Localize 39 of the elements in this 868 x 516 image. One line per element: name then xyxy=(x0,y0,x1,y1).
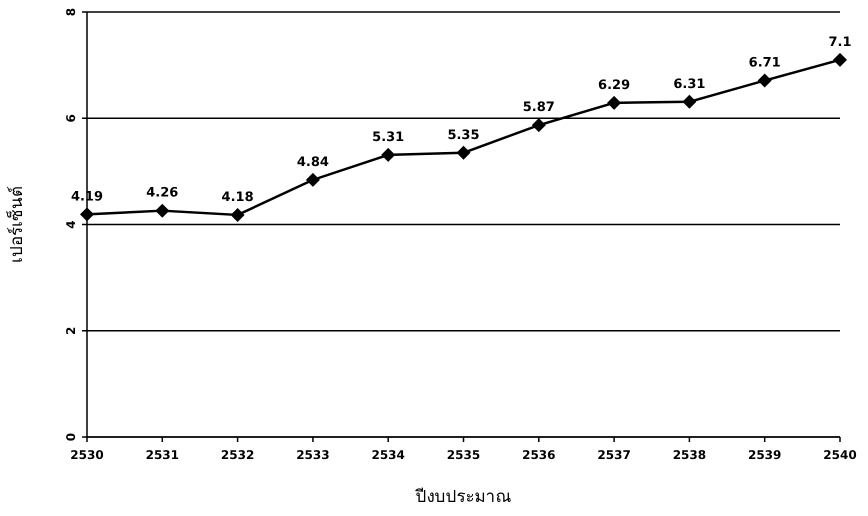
y-axis-title: เปอร์เซ็นต์ xyxy=(5,186,27,263)
data-label: 6.29 xyxy=(598,78,630,93)
y-tick-label: 6 xyxy=(64,114,78,122)
data-label: 5.31 xyxy=(372,130,404,145)
x-tick-label: 2534 xyxy=(371,448,405,462)
data-label: 5.35 xyxy=(447,128,480,143)
data-label: 6.71 xyxy=(748,56,781,71)
x-axis-title: ปีงบประมาณ xyxy=(414,487,512,507)
data-label: 4.84 xyxy=(296,154,329,170)
x-tick-label: 2531 xyxy=(146,448,180,462)
x-tick-label: 2530 xyxy=(70,448,104,462)
x-tick-label: 2539 xyxy=(748,448,782,462)
data-label: 7.1 xyxy=(828,34,852,50)
point xyxy=(833,52,847,67)
point xyxy=(682,94,696,109)
y-tick-label: 0 xyxy=(64,432,78,442)
point xyxy=(758,74,772,88)
data-label: 4.26 xyxy=(146,186,178,201)
x-tick-label: 2535 xyxy=(446,448,480,462)
data-label: 4.18 xyxy=(222,190,254,205)
point xyxy=(532,118,546,132)
point xyxy=(80,207,94,222)
point xyxy=(456,146,470,160)
point xyxy=(306,172,320,187)
x-tick-label: 2540 xyxy=(823,448,857,462)
y-tick-label: 8 xyxy=(64,8,78,16)
data-label: 6.31 xyxy=(673,76,706,92)
point xyxy=(381,148,396,162)
x-tick-label: 2532 xyxy=(220,448,254,462)
x-tick-label: 2537 xyxy=(597,448,631,462)
point xyxy=(155,204,170,218)
x-tick-label: 2538 xyxy=(672,448,706,462)
point xyxy=(607,96,622,110)
y-tick-label: 2 xyxy=(64,326,78,335)
data-label: 5.87 xyxy=(522,100,555,116)
point xyxy=(230,208,245,222)
y-tick-label: 4 xyxy=(64,220,78,229)
x-tick-label: 2536 xyxy=(522,448,556,462)
x-tick-label: 2533 xyxy=(296,448,330,462)
